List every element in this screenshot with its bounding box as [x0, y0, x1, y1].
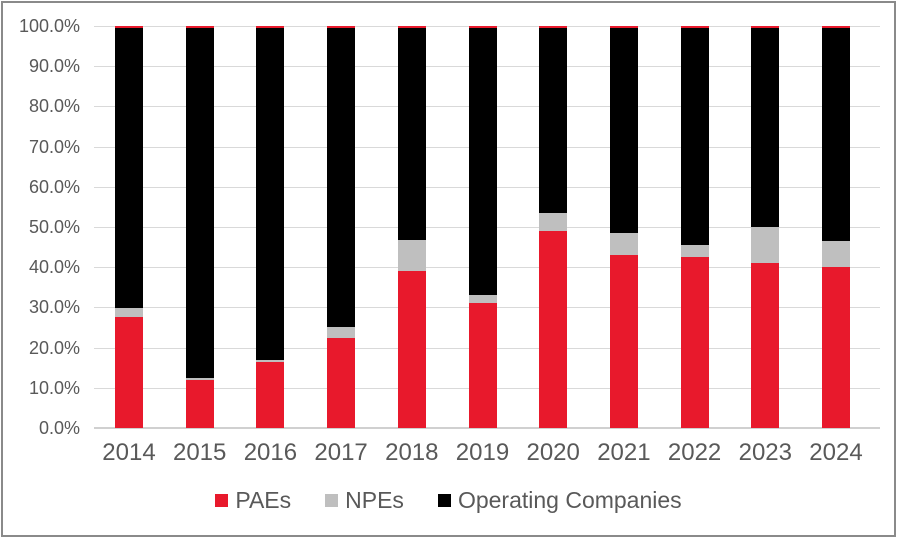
y-axis-tick-label: 30.0%	[28, 297, 80, 318]
bar-segment-operating-companies-2023	[751, 26, 780, 227]
bar-top-accent-2017	[327, 26, 356, 28]
bar-segment-npes-2014	[115, 308, 143, 318]
bar-segment-paes-2018	[397, 271, 426, 428]
bar-segment-npes-2022	[680, 245, 709, 258]
bar-segment-operating-companies-2020	[539, 26, 568, 213]
legend-label-operating-companies: Operating Companies	[457, 487, 682, 513]
x-axis-label-2021: 2021	[597, 439, 651, 466]
y-axis-tick-label: 60.0%	[28, 176, 80, 197]
paes-swatch-icon	[215, 493, 229, 507]
bar-top-accent-2016	[256, 26, 285, 28]
bar-segment-operating-companies-2024	[822, 26, 850, 242]
bar-segment-npes-2017	[327, 327, 356, 338]
x-axis-line	[94, 427, 880, 429]
bar-segment-paes-2014	[115, 317, 143, 428]
bar-top-accent-2019	[468, 26, 497, 28]
x-axis-label-2023: 2023	[738, 439, 792, 466]
bar-segment-paes-2024	[822, 267, 850, 428]
legend-item-operating-companies: Operating Companies	[437, 487, 682, 513]
x-axis-label-2022: 2022	[667, 439, 722, 466]
bar-segment-paes-2023	[751, 263, 780, 428]
bar-segment-npes-2018	[397, 239, 426, 272]
y-axis-tick-label: 100.0%	[18, 16, 80, 36]
bar-segment-paes-2015	[185, 379, 214, 428]
x-axis-label-2024: 2024	[809, 439, 863, 466]
bar-top-accent-2015	[185, 26, 214, 28]
y-axis-tick-label: 20.0%	[28, 337, 80, 358]
npes-swatch-icon	[325, 493, 339, 507]
bar-segment-operating-companies-2014	[115, 26, 143, 309]
x-axis-label-2020: 2020	[526, 439, 580, 466]
bar-segment-operating-companies-2017	[327, 26, 356, 328]
bar-top-accent-2014	[115, 26, 143, 28]
bar-top-accent-2020	[539, 26, 568, 28]
bar-segment-npes-2015	[185, 377, 214, 380]
legend: PAEs NPEs Operating Companies	[0, 488, 897, 512]
legend-label-npes: NPEs	[345, 487, 404, 513]
y-axis-tick-label: 70.0%	[28, 136, 80, 157]
x-axis-label-2015: 2015	[172, 439, 227, 466]
bar-segment-paes-2017	[327, 337, 356, 428]
x-axis-label-2017: 2017	[314, 439, 368, 466]
bar-segment-npes-2023	[751, 227, 780, 264]
x-axis-label-2019: 2019	[455, 439, 510, 466]
x-axis-label-2018: 2018	[385, 439, 439, 466]
y-axis-tick-label: 10.0%	[28, 377, 80, 398]
bar-segment-operating-companies-2022	[680, 26, 709, 246]
bar-segment-operating-companies-2018	[397, 26, 426, 240]
bar-segment-npes-2016	[256, 360, 285, 363]
bar-segment-paes-2022	[680, 257, 709, 428]
legend-item-paes: PAEs	[215, 488, 291, 512]
operating-companies-swatch-icon	[437, 493, 451, 507]
bar-segment-paes-2016	[256, 362, 285, 428]
bar-segment-npes-2024	[822, 241, 850, 268]
bar-top-accent-2022	[680, 26, 709, 28]
bar-segment-npes-2021	[609, 233, 638, 256]
x-axis-label-2014: 2014	[102, 439, 156, 466]
y-axis-tick-label: 80.0%	[28, 96, 80, 117]
legend-item-npes: NPEs	[325, 488, 404, 512]
bar-segment-operating-companies-2021	[609, 26, 638, 234]
y-axis-tick-label: 0.0%	[38, 418, 80, 438]
bar-segment-paes-2020	[539, 231, 568, 428]
bar-segment-operating-companies-2016	[256, 26, 285, 361]
bar-segment-npes-2019	[468, 294, 497, 304]
bar-segment-operating-companies-2015	[185, 26, 214, 378]
y-axis-tick-label: 50.0%	[28, 217, 80, 237]
bar-top-accent-2018	[397, 26, 426, 28]
y-axis-tick-label: 90.0%	[28, 56, 80, 77]
bar-top-accent-2024	[822, 26, 850, 28]
bar-segment-paes-2019	[468, 303, 497, 428]
bar-top-accent-2021	[609, 26, 638, 28]
legend-label-paes: PAEs	[235, 487, 292, 513]
bar-segment-npes-2020	[539, 212, 568, 231]
bar-segment-operating-companies-2019	[468, 26, 497, 295]
x-axis-label-2016: 2016	[243, 439, 298, 466]
y-axis-tick-label: 40.0%	[28, 257, 80, 278]
bar-top-accent-2023	[751, 26, 780, 28]
bar-segment-paes-2021	[609, 255, 638, 428]
